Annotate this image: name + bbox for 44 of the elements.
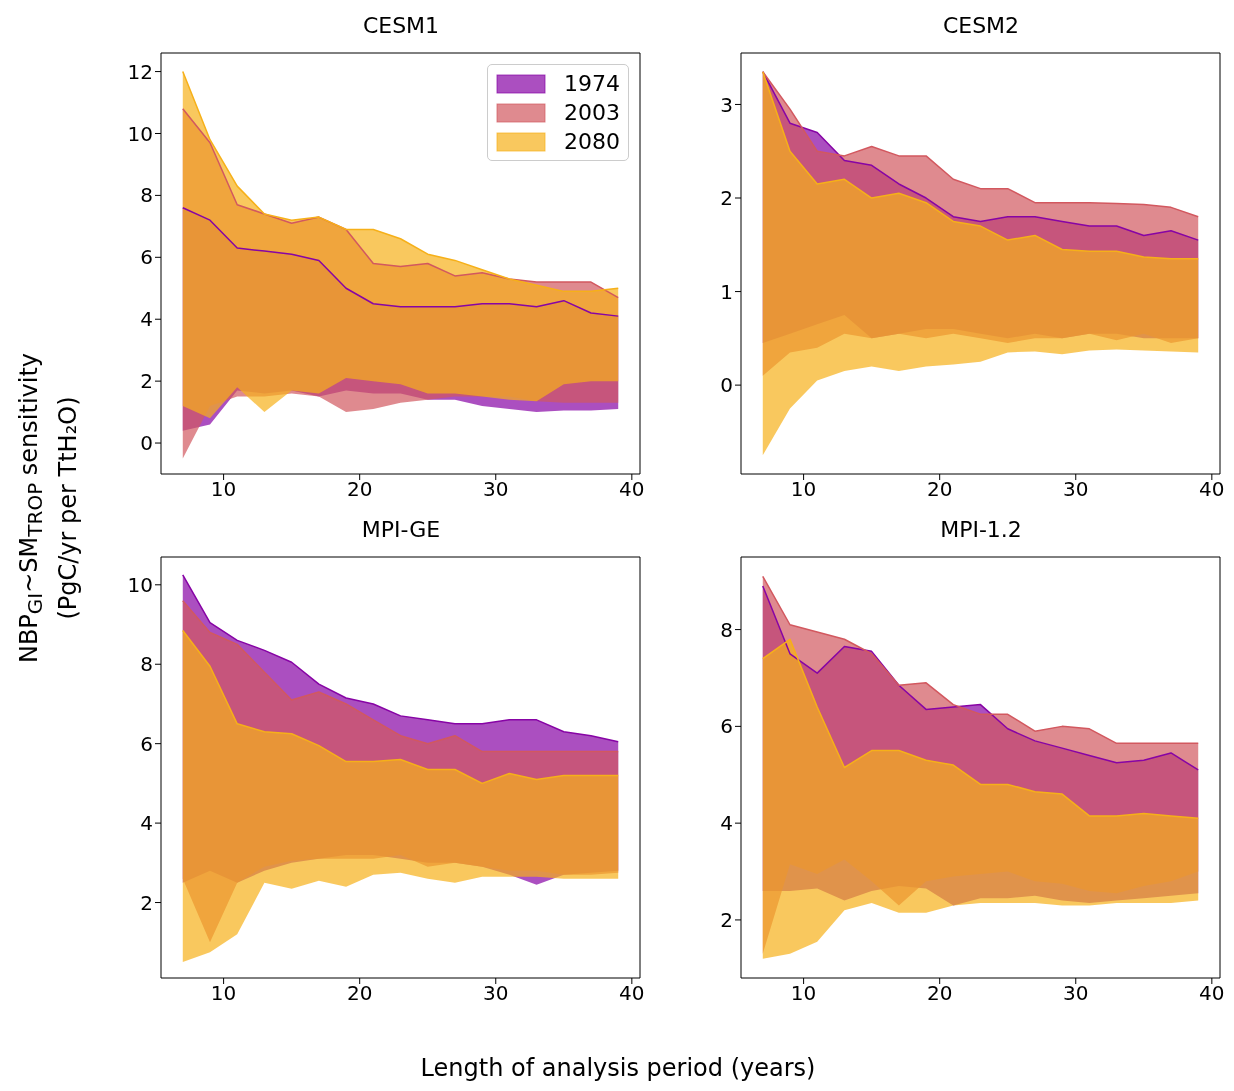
y-tick-label: 2 (140, 369, 153, 394)
y-tick-label: 6 (720, 714, 733, 739)
x-tick-label: 20 (926, 981, 953, 1006)
x-tick-label: 40 (619, 981, 645, 1006)
y-tick-label: 2 (140, 890, 153, 915)
y-tick-label: 2 (720, 908, 733, 933)
y-tick-label: 6 (140, 731, 153, 756)
y-tick-label: 0 (140, 431, 153, 456)
x-tick-label: 20 (346, 477, 373, 502)
y-tick-label: 3 (720, 92, 733, 117)
legend-label: 2003 (564, 100, 620, 125)
x-tick-label: 40 (619, 477, 645, 502)
chart-title: CESM2 (941, 12, 1021, 40)
x-tick-label: 20 (926, 477, 953, 502)
y-tick-label: 10 (127, 121, 153, 146)
y-tick-label: 8 (720, 617, 733, 642)
y-tick-label: 1 (720, 279, 733, 304)
x-tick-label: 10 (790, 477, 817, 502)
y-tick-label: 4 (140, 811, 153, 836)
y-tick-label: 0 (720, 373, 733, 398)
x-tick-label: 30 (483, 477, 509, 502)
y-tick-label: 8 (140, 652, 153, 677)
legend-label: 2080 (564, 129, 620, 154)
y-tick-label: 4 (720, 811, 733, 836)
y-tick-label: 8 (140, 183, 153, 208)
x-tick-label: 10 (210, 477, 237, 502)
x-tick-label: 30 (1063, 477, 1089, 502)
x-tick-label: 40 (1199, 477, 1225, 502)
chart-title: MPI-GE (360, 516, 442, 544)
y-tick-label: 4 (140, 307, 153, 332)
chart-title: MPI-1.2 (939, 516, 1023, 544)
legend-label: 1974 (564, 71, 620, 96)
x-tick-label: 10 (790, 981, 817, 1006)
x-tick-label: 40 (1199, 981, 1225, 1006)
chart-title: CESM1 (361, 12, 441, 40)
y-tick-label: 12 (127, 59, 153, 84)
x-axis-title: Length of analysis period (years) (419, 1054, 817, 1082)
x-tick-label: 10 (210, 981, 237, 1006)
y-tick-label: 10 (127, 572, 153, 597)
x-tick-label: 20 (346, 981, 373, 1006)
y-tick-label: 6 (140, 245, 153, 270)
y-tick-label: 2 (720, 186, 733, 211)
x-tick-label: 30 (483, 981, 509, 1006)
x-tick-label: 30 (1063, 981, 1089, 1006)
